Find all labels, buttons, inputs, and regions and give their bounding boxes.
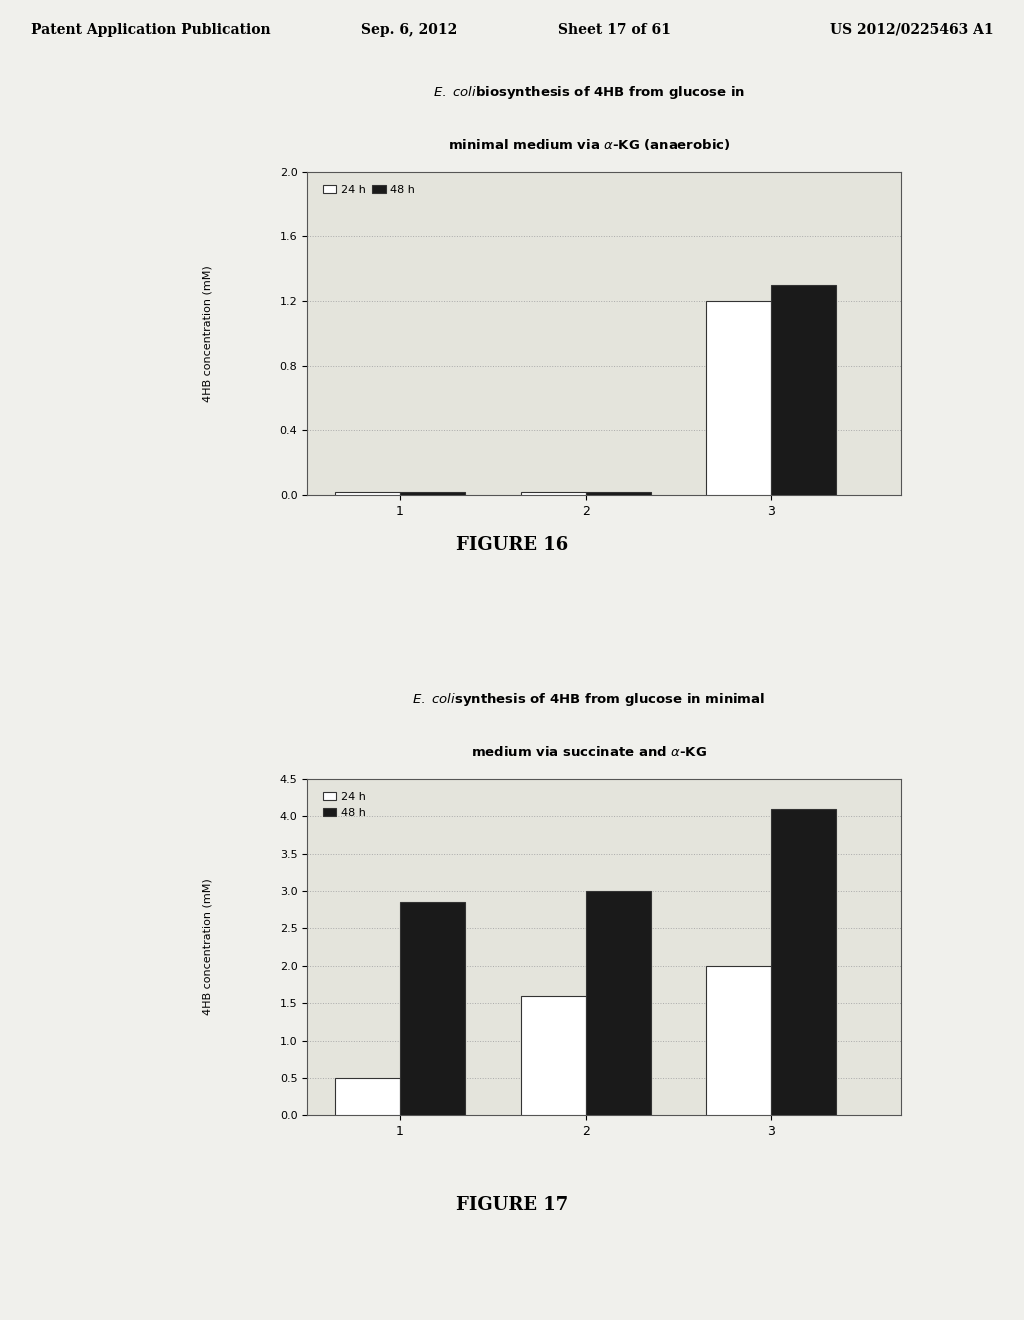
- Bar: [707, 301, 771, 495]
- Bar: [586, 492, 650, 495]
- Legend: 24 h, 48 h: 24 h, 48 h: [318, 788, 371, 822]
- Bar: [771, 285, 837, 495]
- Y-axis label: 4HB concentration (mM): 4HB concentration (mM): [202, 265, 212, 401]
- Bar: [520, 492, 586, 495]
- Text: Sep. 6, 2012: Sep. 6, 2012: [361, 22, 458, 37]
- Text: US 2012/0225463 A1: US 2012/0225463 A1: [829, 22, 993, 37]
- Text: medium via succinate and $\alpha$-KG: medium via succinate and $\alpha$-KG: [471, 746, 707, 759]
- Text: FIGURE 17: FIGURE 17: [456, 1196, 568, 1213]
- Text: Sheet 17 of 61: Sheet 17 of 61: [558, 22, 671, 37]
- Text: Patent Application Publication: Patent Application Publication: [31, 22, 270, 37]
- Bar: [335, 1078, 400, 1115]
- Bar: [400, 903, 465, 1115]
- Legend: 24 h, 48 h: 24 h, 48 h: [318, 181, 420, 199]
- Bar: [400, 492, 465, 495]
- Text: $\it{E.\ coli}$synthesis of 4HB from glucose in minimal: $\it{E.\ coli}$synthesis of 4HB from glu…: [413, 690, 765, 708]
- Bar: [520, 995, 586, 1115]
- Text: $\it{E.\ coli}$biosynthesis of 4HB from glucose in: $\it{E.\ coli}$biosynthesis of 4HB from …: [433, 83, 744, 100]
- Bar: [586, 891, 650, 1115]
- Y-axis label: 4HB concentration (mM): 4HB concentration (mM): [202, 879, 212, 1015]
- Bar: [771, 809, 837, 1115]
- Text: minimal medium via $\alpha$-KG (anaerobic): minimal medium via $\alpha$-KG (anaerobi…: [447, 137, 730, 152]
- Bar: [707, 966, 771, 1115]
- Bar: [335, 492, 400, 495]
- Text: FIGURE 16: FIGURE 16: [456, 536, 568, 553]
